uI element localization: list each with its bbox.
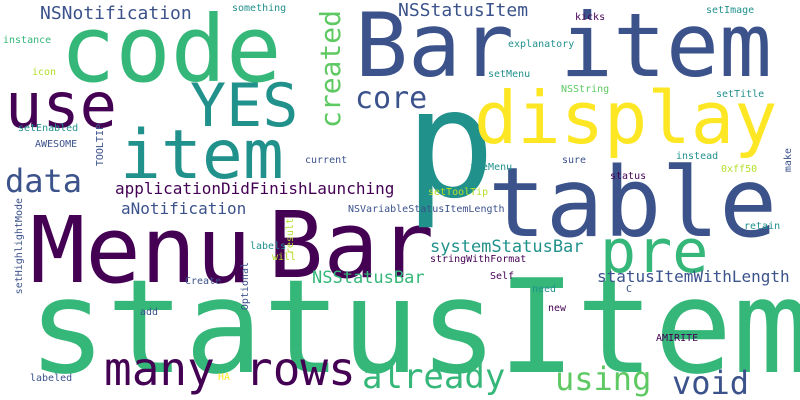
word-instead: instead bbox=[676, 151, 719, 162]
word-void: void bbox=[672, 364, 750, 400]
word-sure: sure bbox=[562, 155, 587, 166]
word-something: something bbox=[232, 3, 287, 14]
word-nsstring: NSString bbox=[561, 84, 610, 95]
word-self: Self bbox=[490, 271, 515, 282]
word-many: many bbox=[104, 342, 215, 396]
word-will: will bbox=[272, 252, 297, 263]
word-create: Create bbox=[185, 276, 222, 287]
word-applicationdidfinishlaunching: applicationDidFinishLaunching bbox=[115, 179, 395, 198]
word-core: core bbox=[355, 81, 428, 116]
word-awesome: AWESOME bbox=[35, 139, 78, 150]
word-labeled: labeled bbox=[30, 373, 73, 384]
word-explanatory: explanatory bbox=[508, 39, 575, 50]
word-0xff50: 0xff50 bbox=[721, 164, 758, 175]
word-table: table bbox=[488, 147, 777, 259]
word-setenabled: setEnabled bbox=[18, 123, 79, 134]
word-ha: HA bbox=[218, 372, 231, 383]
word-systemstatusbar: systemStatusBar bbox=[430, 237, 584, 257]
word-data: data bbox=[5, 162, 83, 200]
word-kicks: kicks bbox=[575, 12, 606, 23]
word-yes: YES bbox=[190, 71, 299, 141]
word-settooltip: setToolTip bbox=[428, 187, 489, 198]
word-current: current bbox=[305, 155, 348, 166]
word-nsnotification: NSNotification bbox=[40, 3, 192, 24]
word-already: already bbox=[362, 357, 506, 397]
word-nsvariablestatusitemlength: NSVariableStatusItemLength bbox=[348, 204, 505, 215]
word-instance: instance bbox=[3, 35, 52, 46]
word-menu: Menu bbox=[30, 197, 252, 304]
word-statusItem-large: statusItem bbox=[28, 251, 800, 400]
word-themenu: theMenu bbox=[470, 162, 513, 173]
word-amirite: AMIRITE bbox=[656, 333, 699, 344]
word-icon: icon bbox=[32, 67, 57, 78]
word-using: using bbox=[555, 360, 652, 398]
word-created: created bbox=[314, 10, 347, 129]
word-setmenu: setMenu bbox=[488, 69, 531, 80]
word-code: code bbox=[60, 0, 282, 103]
word-setimage: setImage bbox=[706, 5, 755, 16]
word-use: use bbox=[5, 69, 117, 142]
word-sethighlightmode: setHighlightMode bbox=[14, 198, 25, 295]
word-anotification: aNotification bbox=[121, 199, 247, 218]
word-new: new bbox=[548, 303, 567, 314]
word-add: add bbox=[140, 307, 159, 318]
word-optional: Optional bbox=[240, 262, 251, 311]
word-item-middle: item bbox=[120, 116, 284, 195]
word-pre: pre bbox=[600, 217, 709, 287]
word-statusitemwithlength: statusItemWithLength bbox=[597, 267, 790, 286]
word-labels: labels bbox=[250, 241, 287, 252]
word-p: p bbox=[405, 58, 496, 232]
word-stringwithformat: stringWithFormat bbox=[430, 254, 527, 265]
word-bar-lower: Bar bbox=[268, 192, 435, 299]
word-status: status bbox=[610, 171, 647, 182]
word-nsstatusitem: NSStatusItem bbox=[398, 0, 529, 21]
word-c: C bbox=[626, 284, 633, 295]
word-item-upper: item bbox=[560, 0, 772, 97]
word-nsstatusbar: NSStatusBar bbox=[312, 268, 425, 288]
word-bar-upper: Bar bbox=[355, 0, 514, 97]
word-tooltip: TOOLTIP bbox=[95, 124, 106, 167]
word-need: need bbox=[532, 284, 557, 295]
word-retain: retain bbox=[744, 221, 781, 232]
word-settitle: setTitle bbox=[716, 89, 765, 100]
word-rows: rows bbox=[245, 342, 356, 396]
word-make: make bbox=[783, 148, 794, 173]
word-display: display bbox=[474, 76, 778, 160]
word-result: result bbox=[285, 218, 296, 255]
